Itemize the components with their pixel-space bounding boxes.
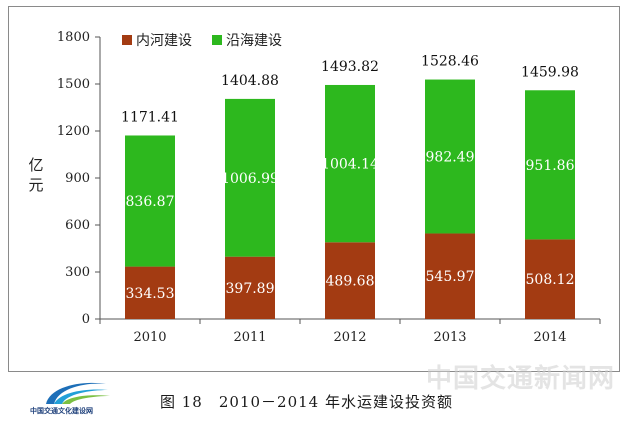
data-label-inland: 397.89 [226, 281, 275, 297]
bar-coastal-2013 [425, 79, 475, 234]
watermark: 中国交通新闻网 [426, 364, 616, 394]
data-label-coastal: 1006.99 [221, 171, 279, 187]
bar-inland-2010 [125, 266, 175, 319]
data-label-coastal: 982.49 [426, 150, 475, 166]
y-tick-label: 300 [65, 265, 90, 280]
total-label: 1404.88 [221, 73, 279, 89]
bar-coastal-2011 [225, 98, 275, 257]
bar-coastal-2010 [125, 135, 175, 267]
data-label-inland: 508.12 [526, 272, 575, 288]
data-label-coastal: 836.87 [126, 194, 175, 210]
bar-inland-2011 [225, 256, 275, 319]
bar-coastal-2012 [325, 84, 375, 243]
x-tick-label: 2014 [533, 330, 566, 345]
x-tick-label: 2010 [133, 330, 166, 345]
y-tick-label: 1800 [57, 30, 90, 45]
logo-text: 中国交通文化建设网 [30, 407, 93, 415]
bar-inland-2012 [325, 242, 375, 319]
legend-swatch-inland [122, 35, 132, 45]
bar-inland-2014 [525, 239, 575, 319]
legend-swatch-coastal [212, 35, 222, 45]
y-tick-label: 900 [65, 171, 90, 186]
y-tick-label: 1500 [57, 77, 90, 92]
data-label-coastal: 1004.14 [321, 157, 379, 173]
stacked-bar-chart: 0 300 600 900 1200 1500 1800 亿元 334.53 836.87 1171… [28, 30, 601, 345]
logo-swoosh-icon [46, 382, 110, 404]
bar-inland-2013 [425, 233, 475, 319]
y-tick-label: 0 [82, 312, 90, 327]
bar-coastal-2014 [525, 90, 575, 240]
y-tick-label: 600 [65, 218, 90, 233]
data-label-coastal: 951.86 [526, 158, 575, 174]
x-tick-label: 2012 [333, 330, 366, 345]
y-axis-label: 元 [28, 176, 43, 194]
x-tick-label: 2013 [433, 330, 466, 345]
data-label-inland: 545.97 [426, 269, 475, 285]
legend-label-inland: 内河建设 [136, 33, 192, 49]
x-tick-label: 2011 [233, 330, 266, 345]
legend-label-coastal: 沿海建设 [226, 33, 282, 49]
total-label: 1528.46 [421, 54, 479, 70]
figure-caption: 图 18 2010－2014 年水运建设投资额 [160, 393, 453, 411]
total-label: 1171.41 [121, 109, 179, 125]
y-axis-label: 亿 [28, 156, 43, 174]
chart-frame [8, 6, 620, 372]
data-label-inland: 489.68 [326, 274, 375, 290]
data-label-inland: 334.53 [126, 286, 175, 302]
total-label: 1459.98 [521, 64, 579, 80]
total-label: 1493.82 [321, 59, 379, 75]
y-tick-label: 1200 [57, 124, 90, 139]
